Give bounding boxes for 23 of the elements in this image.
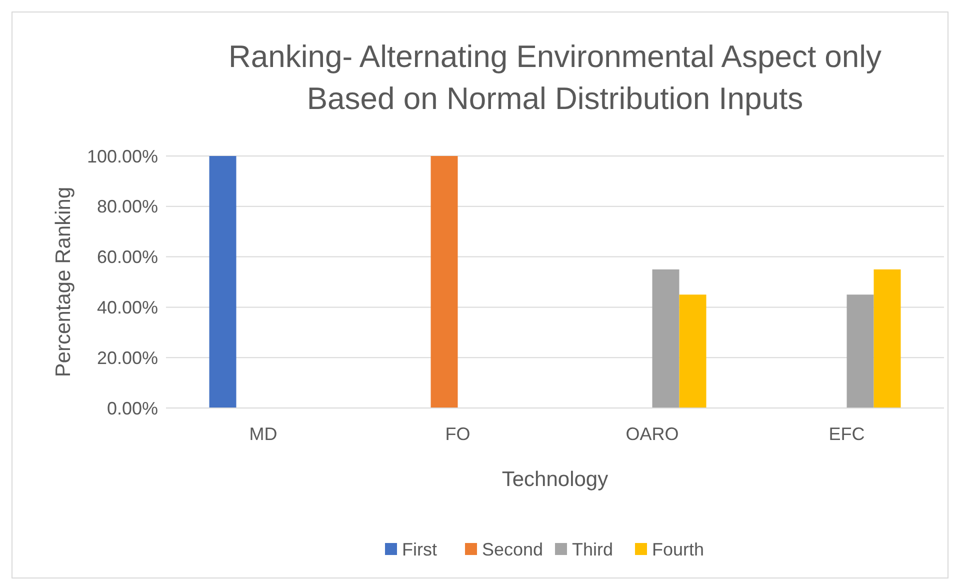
bar: [652, 269, 680, 408]
y-tick-label: 100.00%: [86, 146, 158, 166]
legend-label: Fourth: [652, 539, 704, 560]
y-tick-label: 60.00%: [96, 247, 158, 268]
x-tick-label: MD: [249, 424, 278, 444]
y-tick-label: 80.00%: [96, 196, 158, 217]
bar: [209, 156, 236, 408]
y-tick-label: 20.00%: [96, 348, 158, 368]
legend-label: Second: [482, 539, 544, 560]
x-tick-label: EFC: [828, 424, 865, 444]
y-tick-label: 40.00%: [96, 298, 158, 318]
y-axis-title: Percentage Ranking: [52, 186, 75, 378]
y-tick-label: 0.00%: [106, 398, 158, 418]
x-tick-label: FO: [445, 424, 470, 444]
chart-title: Ranking- Alternating Environmental Aspect only Based on Normal Distribution Inputs: [228, 39, 882, 116]
bar: [874, 269, 901, 408]
legend-label: First: [402, 539, 437, 560]
bar: [679, 294, 706, 408]
bar: [430, 156, 458, 408]
bar: [846, 294, 874, 408]
x-tick-label: OARO: [626, 424, 679, 444]
legend-label: Third: [572, 539, 614, 560]
x-axis-title: Technology: [502, 468, 609, 491]
